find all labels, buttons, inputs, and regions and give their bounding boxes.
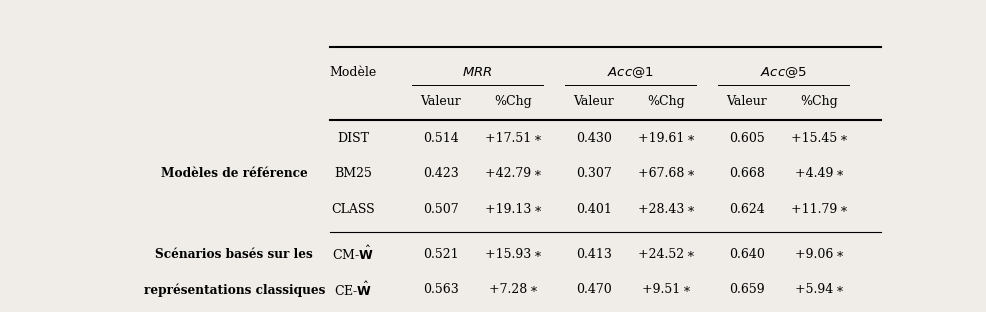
Text: 0.624: 0.624 [729, 203, 764, 216]
Text: 0.659: 0.659 [729, 283, 764, 296]
Text: Modèles de référence: Modèles de référence [161, 167, 308, 180]
Text: +9.06 ∗: +9.06 ∗ [794, 248, 843, 261]
Text: +28.43 ∗: +28.43 ∗ [637, 203, 694, 216]
Text: +67.68 ∗: +67.68 ∗ [637, 167, 694, 180]
Text: CE-$\hat{\mathbf{W}}$: CE-$\hat{\mathbf{W}}$ [333, 281, 372, 299]
Text: 0.514: 0.514 [423, 132, 458, 144]
Text: Modèle: Modèle [329, 66, 376, 79]
Text: 0.470: 0.470 [576, 283, 611, 296]
Text: +4.49 ∗: +4.49 ∗ [794, 167, 843, 180]
Text: représentations classiques: représentations classiques [143, 283, 324, 297]
Text: +7.28 ∗: +7.28 ∗ [488, 283, 537, 296]
Text: %Chg: %Chg [494, 95, 531, 108]
Text: +15.93 ∗: +15.93 ∗ [484, 248, 541, 261]
Text: CM-$\hat{\mathbf{W}}$: CM-$\hat{\mathbf{W}}$ [331, 245, 374, 263]
Text: +17.51 ∗: +17.51 ∗ [484, 132, 541, 144]
Text: 0.401: 0.401 [575, 203, 611, 216]
Text: $\mathit{MRR}$: $\mathit{MRR}$ [461, 66, 492, 79]
Text: Valeur: Valeur [420, 95, 460, 108]
Text: 0.423: 0.423 [423, 167, 458, 180]
Text: +9.51 ∗: +9.51 ∗ [641, 283, 690, 296]
Text: %Chg: %Chg [647, 95, 684, 108]
Text: 0.507: 0.507 [423, 203, 458, 216]
Text: BM25: BM25 [333, 167, 372, 180]
Text: 0.307: 0.307 [576, 167, 611, 180]
Text: +5.94 ∗: +5.94 ∗ [794, 283, 843, 296]
Text: 0.640: 0.640 [728, 248, 764, 261]
Text: DIST: DIST [336, 132, 369, 144]
Text: %Chg: %Chg [800, 95, 837, 108]
Text: 0.430: 0.430 [575, 132, 611, 144]
Text: +11.79 ∗: +11.79 ∗ [790, 203, 847, 216]
Text: +15.45 ∗: +15.45 ∗ [790, 132, 847, 144]
Text: Scénarios basés sur les: Scénarios basés sur les [155, 248, 313, 261]
Text: 0.605: 0.605 [729, 132, 764, 144]
Text: +42.79 ∗: +42.79 ∗ [484, 167, 541, 180]
Text: Valeur: Valeur [726, 95, 766, 108]
Text: +24.52 ∗: +24.52 ∗ [637, 248, 694, 261]
Text: 0.668: 0.668 [728, 167, 764, 180]
Text: 0.521: 0.521 [423, 248, 458, 261]
Text: $\mathit{Acc@5}$: $\mathit{Acc@5}$ [759, 65, 806, 80]
Text: 0.563: 0.563 [423, 283, 458, 296]
Text: +19.61 ∗: +19.61 ∗ [637, 132, 694, 144]
Text: Valeur: Valeur [573, 95, 613, 108]
Text: +19.13 ∗: +19.13 ∗ [484, 203, 541, 216]
Text: $\mathit{Acc@1}$: $\mathit{Acc@1}$ [606, 65, 653, 80]
Text: 0.413: 0.413 [575, 248, 611, 261]
Text: CLASS: CLASS [330, 203, 375, 216]
